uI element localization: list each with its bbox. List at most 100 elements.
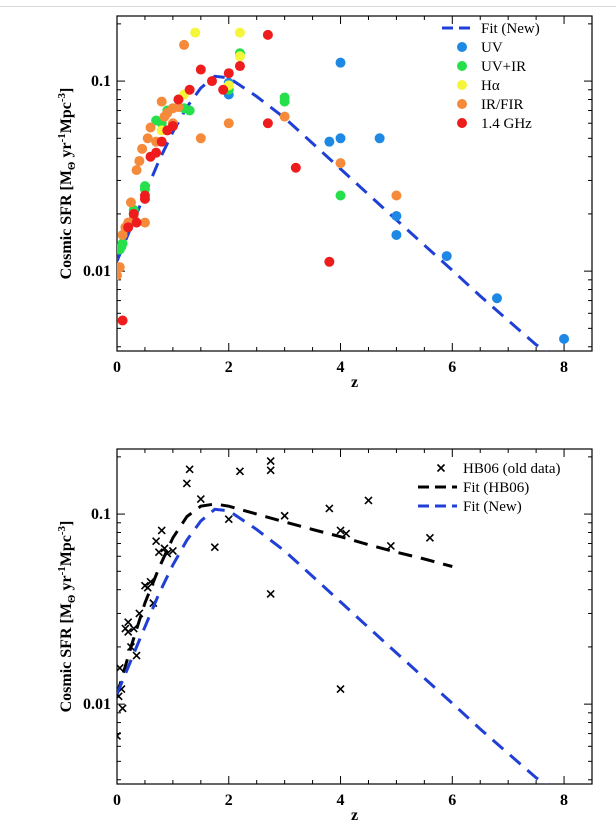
fit-line [117, 507, 548, 784]
data-point [156, 136, 167, 147]
fit-line [117, 502, 453, 696]
series-4 [117, 39, 402, 281]
data-cross [124, 627, 133, 636]
bottom-panel-chart: 0 2 4 6 8 0.01 0.1 z Cosmic SFR [MΘ yr-1Mpc-3] HB… [56, 448, 593, 824]
data-point [131, 165, 142, 176]
data-point [179, 39, 190, 50]
data-point [335, 190, 346, 201]
data-point [117, 270, 122, 281]
data-cross [117, 663, 124, 673]
legend-marker [457, 80, 467, 90]
plot-data [117, 27, 570, 351]
x-tick-label: 6 [448, 359, 456, 376]
data-point [324, 256, 335, 267]
data-cross [143, 583, 152, 592]
data-point [137, 143, 148, 154]
legend-marker [457, 118, 467, 128]
legend-item: Hα [457, 78, 500, 94]
data-cross [224, 515, 233, 524]
data-point [391, 190, 402, 201]
top-divider [0, 6, 616, 7]
data-point [279, 96, 290, 107]
data-point [207, 76, 217, 87]
fit-line [117, 74, 548, 351]
data-point [223, 118, 234, 129]
data-cross [124, 618, 133, 627]
data-cross [210, 543, 219, 552]
x-axis-ticks: 0 2 4 6 8 [113, 16, 593, 376]
top-panel-chart: 0 2 4 6 8 0.01 0.1 z Cosmic SFR [MΘ yr-1Mpc-3] Fi… [56, 15, 593, 391]
data-point [173, 102, 184, 113]
data-point [151, 147, 162, 158]
x-axis-label: z [351, 807, 358, 824]
data-cross [152, 537, 161, 546]
data-point [195, 133, 206, 144]
data-cross [132, 651, 141, 660]
legend-label: Fit (New) [463, 499, 522, 515]
data-point [262, 29, 273, 40]
data-cross [196, 494, 205, 504]
data-point [128, 208, 139, 219]
data-cross [160, 544, 169, 553]
legend-marker [457, 42, 467, 52]
data-cross [266, 466, 275, 475]
y-tick-label: 0.1 [91, 73, 111, 90]
x-tick-label: 2 [225, 792, 233, 809]
data-cross [425, 533, 435, 542]
legend: Fit (New) UV UV+IR Hα IR/FIR 1.4 GHz [442, 21, 540, 132]
data-cross [364, 496, 373, 505]
plot-frame [116, 448, 593, 785]
y-axis-label: Cosmic SFR [MΘ yr-1Mpc-3] [56, 521, 78, 713]
legend-label: UV+IR [481, 59, 526, 75]
data-cross [386, 541, 395, 550]
data-cross [185, 465, 194, 474]
data-point [234, 27, 245, 38]
legend-item: UV+IR [457, 59, 526, 75]
data-point [167, 121, 178, 132]
x-tick-label: 8 [560, 359, 568, 376]
data-point [335, 133, 346, 144]
data-point [324, 136, 335, 147]
x-tick-label: 0 [113, 792, 121, 809]
y-tick-label: 0.01 [83, 696, 111, 713]
data-point [559, 333, 570, 344]
data-point [142, 133, 153, 144]
data-point [184, 84, 195, 95]
data-cross [154, 548, 163, 557]
data-cross [235, 467, 245, 476]
data-cross [342, 529, 351, 538]
data-cross [118, 704, 127, 713]
y-axis-ticks: 0.01 0.1 [83, 23, 592, 348]
plot-frame [116, 15, 593, 352]
series-0 [117, 457, 435, 741]
x-tick-label: 2 [225, 359, 233, 376]
x-tick-label: 0 [113, 359, 121, 376]
y-axis-label: Cosmic SFR [MΘ yr-1Mpc-3] [56, 88, 78, 280]
data-point [117, 238, 128, 249]
legend-item: HB06 (old data) [436, 461, 560, 477]
data-point [234, 51, 245, 62]
x-tick-label: 4 [337, 792, 345, 809]
data-point [391, 211, 402, 222]
legend-marker [436, 463, 446, 473]
legend-label: Fit (HB06) [463, 480, 529, 496]
data-point [290, 162, 301, 173]
data-point [173, 94, 184, 105]
data-point [117, 229, 128, 240]
legend-item: UV [457, 40, 503, 56]
data-point [335, 57, 346, 68]
data-point [117, 315, 128, 326]
data-point [117, 262, 125, 273]
legend-label: Hα [481, 78, 500, 94]
legend-label: IR/FIR [481, 97, 524, 113]
data-point [374, 133, 385, 144]
legend-label: UV [481, 40, 503, 56]
data-point [123, 222, 134, 233]
legend-item: IR/FIR [457, 97, 524, 113]
plot-data [117, 457, 548, 784]
legend-item: Fit (New) [442, 21, 540, 37]
data-cross [266, 589, 275, 599]
data-point [223, 68, 234, 79]
legend-item: Fit (HB06) [418, 480, 529, 496]
data-point [190, 27, 201, 38]
